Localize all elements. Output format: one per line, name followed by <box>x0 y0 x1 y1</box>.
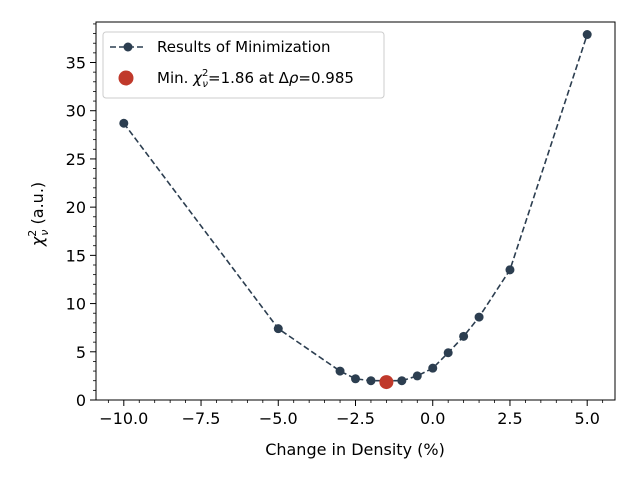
data-point <box>474 312 484 322</box>
data-point <box>119 118 129 128</box>
y-tick-label: 5 <box>76 343 86 362</box>
x-tick-label: 0.0 <box>420 409 445 428</box>
data-point <box>351 374 360 384</box>
x-tick-label: −5.0 <box>259 409 298 428</box>
x-tick-label: 5.0 <box>574 409 599 428</box>
legend-min-symbol: χ <box>192 69 203 87</box>
y-tick-label: 25 <box>66 150 86 169</box>
series-layer <box>119 30 592 390</box>
legend-min-tail: =0.985 <box>298 69 354 87</box>
legend-minimum-marker-sample <box>118 70 134 86</box>
x-tick-label: −2.5 <box>336 409 375 428</box>
y-tick-label: 0 <box>76 391 86 410</box>
y-axis-title: χ2ν (a.u.) <box>26 182 51 247</box>
x-axis-ticks: −10.0 −7.5 −5.0 −2.5 0.0 2.5 5.0 <box>99 400 604 428</box>
data-point <box>273 324 283 334</box>
x-tick-label: −7.5 <box>182 409 221 428</box>
x-tick-label: 2.5 <box>497 409 522 428</box>
data-point <box>397 376 407 386</box>
data-point <box>505 265 515 275</box>
legend-min-rho: ρ <box>289 69 299 87</box>
legend-series-label: Results of Minimization <box>157 38 331 56</box>
minimum-marker <box>379 375 394 390</box>
data-point <box>412 371 422 381</box>
y-tick-label: 10 <box>66 295 86 314</box>
y-axis-title-sup: 2 <box>26 230 39 237</box>
y-tick-label: 15 <box>66 246 86 265</box>
legend-min-prefix: Min. <box>157 69 193 87</box>
legend-series-marker-sample <box>123 42 133 52</box>
legend-min-sub: ν <box>202 79 208 90</box>
data-point <box>335 366 345 376</box>
y-axis-title-symbol: χ <box>28 236 47 247</box>
data-point <box>428 363 438 373</box>
legend-box <box>102 31 385 99</box>
data-point <box>443 348 453 358</box>
data-point <box>459 331 469 341</box>
y-axis-title-suffix: (a.u.) <box>28 182 47 230</box>
y-tick-label: 35 <box>66 54 86 73</box>
legend-minimum-label: Min. χ2 ν=1.86 at Δρ=0.985 <box>157 68 354 90</box>
y-tick-label: 20 <box>66 198 86 217</box>
data-point <box>582 30 592 40</box>
data-point <box>366 376 376 386</box>
y-axis-ticks: 0 5 10 15 20 25 30 35 <box>66 23 96 410</box>
legend-min-sup: 2 <box>202 68 208 79</box>
legend-min-mid: =1.86 at Δ <box>208 69 290 87</box>
x-tick-label: −10.0 <box>99 409 148 428</box>
y-axis-title-sub: ν <box>38 230 51 236</box>
x-axis-title: Change in Density (%) <box>265 440 445 459</box>
plot-area: −10.0 −7.5 −5.0 −2.5 0.0 2.5 5.0 0 5 10 15 20 25 30 3… <box>66 21 616 428</box>
y-tick-label: 30 <box>66 102 86 121</box>
legend: Results of Minimization Min. χ2 ν=1.86 at… <box>102 31 385 99</box>
